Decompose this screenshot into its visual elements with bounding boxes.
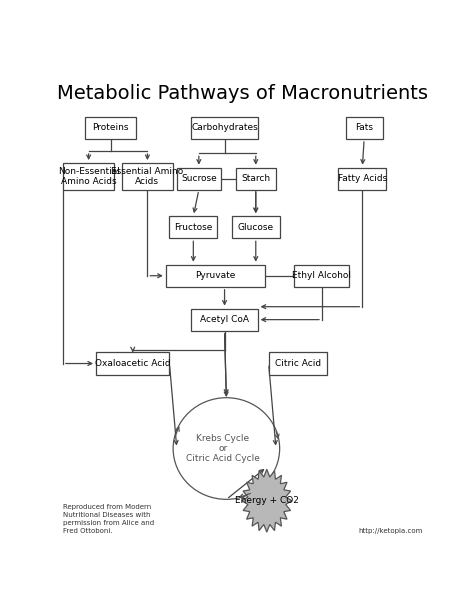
FancyBboxPatch shape (236, 167, 276, 190)
FancyBboxPatch shape (177, 167, 221, 190)
FancyBboxPatch shape (294, 265, 349, 287)
Text: Ethyl Alcohol: Ethyl Alcohol (292, 271, 351, 280)
Text: Sucrose: Sucrose (181, 174, 217, 183)
FancyBboxPatch shape (338, 167, 386, 190)
FancyBboxPatch shape (191, 117, 258, 139)
Text: Fatty Acids: Fatty Acids (337, 174, 387, 183)
FancyBboxPatch shape (166, 265, 265, 287)
Text: Non-Essential
Amino Acids: Non-Essential Amino Acids (58, 167, 119, 186)
Text: Acetyl CoA: Acetyl CoA (200, 315, 249, 324)
FancyBboxPatch shape (169, 216, 217, 238)
Text: Energy + CO2: Energy + CO2 (235, 496, 299, 505)
FancyBboxPatch shape (63, 163, 114, 190)
FancyBboxPatch shape (85, 117, 137, 139)
Text: Glucose: Glucose (238, 223, 274, 232)
Text: Citric Acid: Citric Acid (275, 359, 321, 368)
Text: Krebs Cycle
or
Citric Acid Cycle: Krebs Cycle or Citric Acid Cycle (186, 434, 260, 463)
FancyBboxPatch shape (122, 163, 173, 190)
Text: Oxaloacetic Acid: Oxaloacetic Acid (95, 359, 171, 368)
Text: Essential Amino
Acids: Essential Amino Acids (111, 167, 183, 186)
Text: Carbohydrates: Carbohydrates (191, 124, 258, 133)
Text: Reproduced from Modern
Nutritional Diseases with
permission from Alice and
Fred : Reproduced from Modern Nutritional Disea… (63, 503, 154, 533)
FancyBboxPatch shape (96, 352, 170, 374)
FancyBboxPatch shape (191, 308, 258, 331)
Text: Fats: Fats (355, 124, 373, 133)
Text: http://ketopia.com: http://ketopia.com (358, 527, 423, 533)
Text: Pyruvate: Pyruvate (195, 271, 236, 280)
FancyBboxPatch shape (269, 352, 328, 374)
Text: Metabolic Pathways of Macronutrients: Metabolic Pathways of Macronutrients (57, 83, 428, 103)
Text: Fructose: Fructose (174, 223, 212, 232)
FancyBboxPatch shape (346, 117, 383, 139)
Text: Starch: Starch (241, 174, 270, 183)
Polygon shape (242, 469, 292, 532)
FancyBboxPatch shape (232, 216, 280, 238)
Text: Proteins: Proteins (92, 124, 129, 133)
